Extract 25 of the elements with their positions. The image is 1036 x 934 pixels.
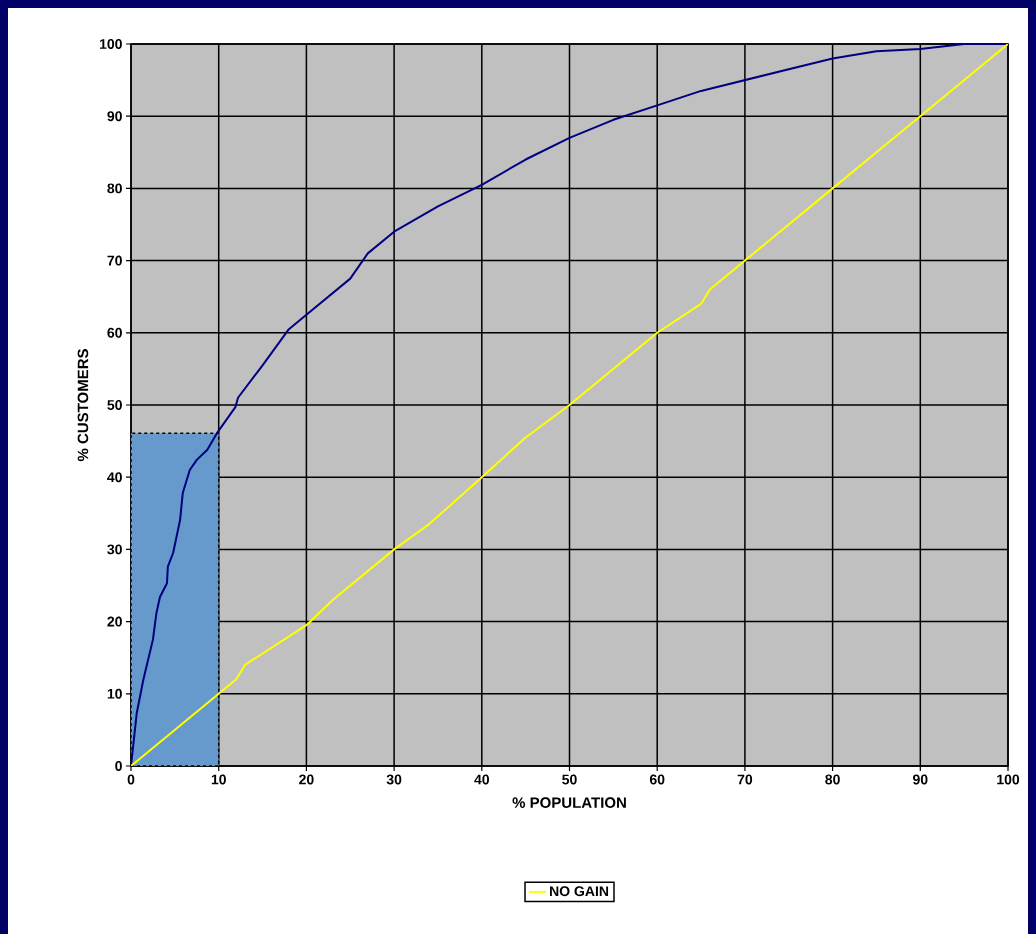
- x-tick-label: 60: [649, 774, 665, 785]
- y-tick-label: 60: [107, 327, 122, 338]
- y-tick-label: 50: [107, 400, 122, 410]
- y-tick-label: 90: [107, 111, 122, 122]
- x-tick-label: 100: [997, 774, 1020, 785]
- y-tick-label: 40: [107, 472, 122, 483]
- y-tick-label: 20: [107, 616, 122, 627]
- x-tick-label: 40: [474, 774, 490, 785]
- y-tick-label: 100: [100, 39, 122, 49]
- x-tick-label: 80: [825, 774, 840, 785]
- x-tick-label: 50: [562, 774, 577, 785]
- y-tick-label: 30: [107, 544, 122, 555]
- x-tick-label: 90: [913, 774, 928, 785]
- y-tick-label: 70: [107, 255, 122, 266]
- legend-label: NO GAIN: [550, 886, 609, 897]
- y-tick-label: 80: [107, 183, 122, 194]
- y-axis-title: % CUSTOMERS: [77, 349, 89, 462]
- y-tick-label: 10: [107, 688, 122, 699]
- x-tick-label: 70: [737, 774, 753, 785]
- x-tick-label: 10: [211, 774, 226, 785]
- x-axis-title: % POPULATION: [512, 797, 626, 808]
- y-tick-label: 0: [115, 761, 122, 771]
- x-tick-label: 20: [299, 774, 314, 785]
- x-tick-label: 0: [127, 774, 135, 785]
- x-tick-label: 30: [386, 774, 402, 785]
